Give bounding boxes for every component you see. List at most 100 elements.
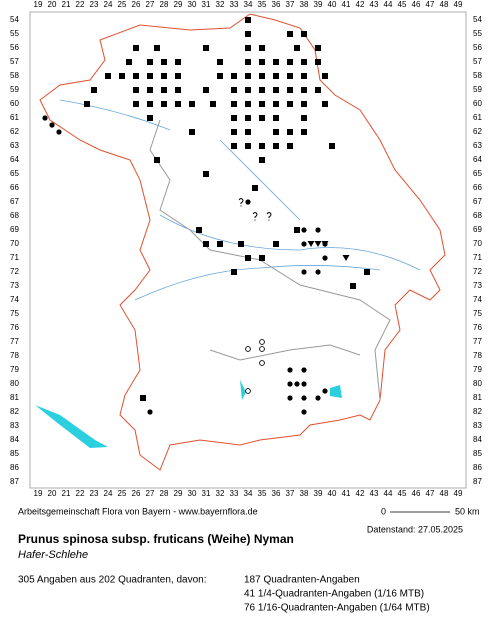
column-label: 46	[412, 489, 421, 498]
square-marker	[364, 269, 370, 275]
column-label: 32	[216, 0, 225, 9]
column-label: 36	[272, 0, 281, 9]
dot-marker	[287, 381, 293, 387]
dot-marker	[315, 227, 321, 233]
column-label: 40	[328, 0, 337, 9]
row-label: 74	[473, 295, 482, 304]
square-marker	[252, 185, 258, 191]
square-marker	[350, 283, 356, 289]
column-label: 42	[356, 489, 365, 498]
title: Prunus spinosa subsp. fruticans (Weihe) …	[18, 532, 294, 546]
row-label: 83	[473, 421, 482, 430]
row-label: 78	[10, 351, 19, 360]
square-marker	[322, 101, 328, 107]
square-marker	[245, 45, 251, 51]
open-marker	[245, 346, 251, 352]
row-label: 71	[10, 253, 19, 262]
column-label: 26	[132, 0, 141, 9]
square-marker	[133, 101, 139, 107]
row-label: 77	[10, 337, 19, 346]
dot-marker	[322, 388, 328, 394]
row-label: 74	[10, 295, 19, 304]
column-label: 45	[398, 489, 407, 498]
column-label: 26	[132, 489, 141, 498]
dot-marker	[56, 129, 62, 135]
count-line: 41 1/4-Quadranten-Angaben (1/16 MTB)	[244, 589, 424, 600]
column-label: 37	[286, 489, 295, 498]
row-label: 63	[10, 141, 19, 150]
open-marker	[259, 360, 265, 366]
row-label: 84	[473, 435, 482, 444]
square-marker	[287, 31, 293, 37]
square-marker	[245, 31, 251, 37]
square-marker	[273, 73, 279, 79]
square-marker	[245, 73, 251, 79]
row-label: 59	[10, 85, 19, 94]
dot-marker	[301, 241, 307, 247]
column-label: 35	[258, 489, 267, 498]
row-label: 75	[10, 309, 19, 318]
rivers	[59, 99, 421, 301]
square-marker	[84, 101, 90, 107]
row-label: 61	[473, 113, 482, 122]
square-marker	[238, 241, 244, 247]
row-label: 66	[10, 183, 19, 192]
row-label: 58	[10, 71, 19, 80]
row-label: 66	[473, 183, 482, 192]
scale-end: 50 km	[455, 506, 480, 516]
row-label: 82	[10, 407, 19, 416]
row-label: 67	[10, 197, 19, 206]
square-marker	[147, 115, 153, 121]
square-marker	[217, 59, 223, 65]
square-marker	[126, 59, 132, 65]
square-marker	[231, 115, 237, 121]
square-marker	[147, 73, 153, 79]
count-line: 187 Quadranten-Angaben	[244, 575, 360, 586]
square-marker	[301, 115, 307, 121]
square-marker	[119, 73, 125, 79]
dot-marker	[245, 255, 251, 261]
row-label: 73	[473, 281, 482, 290]
square-marker	[287, 143, 293, 149]
square-marker	[133, 45, 139, 51]
column-label: 27	[146, 489, 155, 498]
row-label: 83	[10, 421, 19, 430]
square-marker	[203, 171, 209, 177]
column-label: 35	[258, 0, 267, 9]
column-label: 24	[104, 489, 113, 498]
square-marker	[322, 73, 328, 79]
row-label: 78	[473, 351, 482, 360]
square-marker	[147, 87, 153, 93]
row-label: 80	[10, 379, 19, 388]
square-marker	[259, 101, 265, 107]
column-label: 43	[370, 0, 379, 9]
square-marker	[203, 241, 209, 247]
dot-marker	[301, 269, 307, 275]
square-marker	[133, 73, 139, 79]
row-label: 59	[473, 85, 482, 94]
column-label: 21	[62, 489, 71, 498]
triangle-marker	[342, 255, 350, 261]
column-label: 46	[412, 0, 421, 9]
row-label: 76	[10, 323, 19, 332]
square-marker	[154, 45, 160, 51]
square-marker	[245, 115, 251, 121]
row-label: 81	[473, 393, 482, 402]
open-marker	[259, 339, 265, 345]
square-marker	[175, 101, 181, 107]
square-marker	[217, 241, 223, 247]
square-marker	[147, 59, 153, 65]
open-marker	[259, 346, 265, 352]
square-marker	[154, 157, 160, 163]
square-marker	[245, 17, 251, 23]
square-marker	[273, 241, 279, 247]
row-label: 86	[10, 463, 19, 472]
column-label: 29	[174, 489, 183, 498]
column-label: 19	[34, 0, 43, 9]
row-label: 72	[473, 267, 482, 276]
square-marker	[273, 143, 279, 149]
row-label: 80	[473, 379, 482, 388]
column-label: 36	[272, 489, 281, 498]
row-label: 75	[473, 309, 482, 318]
column-label: 41	[342, 0, 351, 9]
